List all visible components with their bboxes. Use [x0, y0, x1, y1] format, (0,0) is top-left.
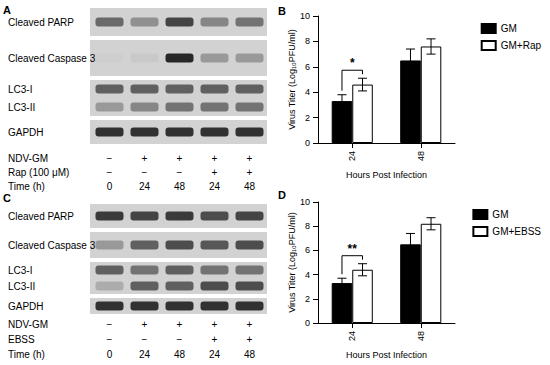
svg-text:48: 48 — [174, 349, 186, 360]
svg-text:NDV-GM: NDV-GM — [8, 153, 48, 164]
svg-text:10: 10 — [300, 197, 310, 207]
svg-text:8: 8 — [305, 221, 310, 231]
svg-text:LC3-II: LC3-II — [8, 102, 35, 113]
svg-text:GM+EBSS: GM+EBSS — [492, 226, 541, 237]
svg-text:48: 48 — [174, 181, 186, 192]
svg-text:2: 2 — [305, 294, 310, 304]
svg-text:Cleaved Caspase 3: Cleaved Caspase 3 — [8, 240, 96, 251]
svg-text:4: 4 — [305, 270, 310, 280]
svg-text:LC3-II: LC3-II — [8, 281, 35, 292]
svg-text:−: − — [107, 153, 113, 164]
svg-text:B: B — [278, 5, 286, 17]
svg-text:Time (h): Time (h) — [8, 349, 45, 360]
svg-text:**: ** — [348, 242, 358, 256]
svg-text:GM+Rap: GM+Rap — [501, 40, 542, 51]
svg-text:Virus Titer (Log₁₀PFU/ml): Virus Titer (Log₁₀PFU/ml) — [287, 29, 297, 130]
svg-text:*: * — [350, 56, 355, 70]
svg-text:+: + — [142, 319, 148, 330]
svg-text:24: 24 — [347, 151, 357, 161]
svg-text:LC3-I: LC3-I — [8, 84, 32, 95]
svg-text:6: 6 — [305, 245, 310, 255]
svg-text:GM: GM — [501, 23, 517, 34]
svg-text:0: 0 — [305, 318, 310, 328]
svg-text:+: + — [212, 153, 218, 164]
svg-text:+: + — [247, 167, 253, 178]
svg-text:−: − — [177, 167, 183, 178]
svg-text:C: C — [3, 192, 11, 204]
svg-text:Cleaved Caspase 3: Cleaved Caspase 3 — [8, 53, 96, 64]
svg-text:Rap (100 μM): Rap (100 μM) — [8, 167, 69, 178]
svg-text:24: 24 — [209, 349, 221, 360]
svg-text:−: − — [177, 334, 183, 345]
svg-text:0: 0 — [107, 181, 113, 192]
svg-text:24: 24 — [139, 181, 151, 192]
svg-text:8: 8 — [305, 36, 310, 46]
svg-text:48: 48 — [244, 349, 256, 360]
svg-text:Cleaved PARP: Cleaved PARP — [8, 211, 74, 222]
svg-text:24: 24 — [139, 349, 151, 360]
svg-text:NDV-GM: NDV-GM — [8, 319, 48, 330]
svg-text:+: + — [212, 334, 218, 345]
svg-text:LC3-I: LC3-I — [8, 265, 32, 276]
svg-text:GAPDH: GAPDH — [8, 301, 44, 312]
svg-text:48: 48 — [244, 181, 256, 192]
svg-text:Hours Post Infection: Hours Post Infection — [346, 170, 427, 180]
svg-text:48: 48 — [416, 151, 426, 161]
svg-text:D: D — [278, 189, 286, 201]
svg-text:−: − — [142, 167, 148, 178]
svg-text:+: + — [247, 153, 253, 164]
svg-text:48: 48 — [416, 331, 426, 341]
svg-text:+: + — [247, 334, 253, 345]
svg-text:+: + — [177, 319, 183, 330]
svg-text:+: + — [247, 319, 253, 330]
svg-text:+: + — [212, 167, 218, 178]
svg-text:24: 24 — [209, 181, 221, 192]
svg-text:Virus Titer (Log₁₀PFU/ml): Virus Titer (Log₁₀PFU/ml) — [287, 212, 297, 313]
svg-text:−: − — [107, 167, 113, 178]
svg-text:EBSS: EBSS — [8, 334, 35, 345]
svg-text:24: 24 — [347, 331, 357, 341]
svg-text:−: − — [107, 334, 113, 345]
svg-text:A: A — [3, 4, 11, 16]
svg-text:GAPDH: GAPDH — [8, 127, 44, 138]
svg-text:+: + — [177, 153, 183, 164]
svg-text:4: 4 — [305, 87, 310, 97]
svg-text:GM: GM — [492, 209, 508, 220]
svg-text:−: − — [142, 334, 148, 345]
svg-text:2: 2 — [305, 113, 310, 123]
svg-text:6: 6 — [305, 62, 310, 72]
svg-text:+: + — [212, 319, 218, 330]
svg-text:−: − — [107, 319, 113, 330]
svg-text:Cleaved PARP: Cleaved PARP — [8, 17, 74, 28]
svg-text:0: 0 — [107, 349, 113, 360]
svg-text:Time (h): Time (h) — [8, 181, 45, 192]
svg-text:+: + — [142, 153, 148, 164]
svg-text:Hours Post Infection: Hours Post Infection — [346, 350, 427, 360]
svg-text:0: 0 — [305, 138, 310, 148]
svg-text:10: 10 — [300, 11, 310, 21]
